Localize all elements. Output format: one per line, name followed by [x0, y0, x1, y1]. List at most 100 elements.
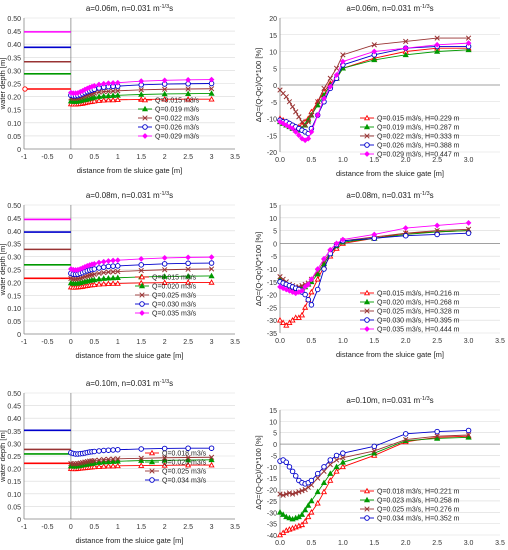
marker-stroke [105, 269, 112, 275]
marker-stroke [185, 86, 191, 92]
data-point [465, 220, 472, 226]
y-tick-label: -30 [267, 318, 277, 325]
marker-stroke [280, 90, 286, 97]
data-point [114, 274, 121, 281]
series-2 [67, 90, 215, 104]
data-point [314, 112, 321, 119]
y-tick-label: 0.25 [7, 268, 21, 275]
marker-stroke [105, 456, 112, 462]
data-point [105, 88, 112, 95]
data-point [114, 92, 121, 98]
marker-stroke [333, 65, 340, 71]
x-tick-label: 3.5 [230, 339, 240, 346]
title-main: a=0.10m, n=0.031 m [346, 396, 420, 405]
data-point [327, 75, 333, 81]
data-point [100, 258, 107, 265]
x-tick-label: 1.5 [369, 338, 379, 345]
legend-label: Q=0.030 m3/s, H=0.395 m [377, 318, 460, 325]
x-tick-label: -1 [21, 154, 27, 161]
marker-stroke [434, 35, 440, 41]
data-point [315, 475, 321, 481]
gate-marker [22, 86, 28, 92]
marker-stroke [305, 484, 311, 490]
data-point [138, 256, 145, 262]
x-tick-label: 0 [69, 154, 73, 161]
x-axis-label: distance from the sluice gate [m] [76, 536, 184, 545]
data-point [280, 319, 287, 326]
y-tick-label: 0.20 [7, 95, 21, 102]
data-point [314, 499, 321, 506]
y-tick-label: 0.05 [7, 504, 21, 511]
chart-panel-5: 0 0.05 0.10 0.15 0.20 0.25 0.30 0.35 0.40 0.45 0.5… [0, 379, 240, 545]
data-point [162, 86, 168, 92]
data-point [308, 112, 315, 118]
marker-stroke [91, 90, 97, 96]
series-2 [67, 456, 215, 469]
data-point [138, 78, 145, 85]
data-point [314, 266, 321, 272]
y-tick-label: -30 [267, 510, 277, 517]
data-point [96, 89, 102, 95]
data-point [91, 94, 98, 100]
legend-label: Q=0.023 m3/s, H=0.258 m [377, 498, 460, 505]
data-point [295, 132, 302, 139]
x-tick-label: 0.5 [89, 339, 99, 346]
x-tick-label: 0.5 [89, 524, 99, 531]
data-point [434, 433, 440, 439]
series-3 [68, 266, 215, 282]
marker-stroke [296, 489, 302, 495]
marker-stroke [138, 87, 144, 93]
y-tick-label: 0.20 [7, 467, 21, 474]
data-point [114, 462, 121, 469]
data-point [327, 470, 334, 476]
x-tick-label: 2.5 [432, 338, 442, 345]
x-tick-label: 2.0 [401, 157, 411, 164]
data-point [161, 462, 168, 468]
data-point [402, 431, 409, 437]
y-tick-label: 0.20 [7, 280, 21, 287]
y-tick-label: 0.50 [7, 391, 21, 398]
data-point [110, 456, 116, 462]
data-point [110, 274, 117, 281]
data-point [96, 457, 102, 463]
marker-stroke [101, 456, 107, 463]
legend-marker [149, 477, 155, 483]
data-point [162, 455, 168, 461]
y-tick-label: -25 [267, 305, 277, 312]
x-tick-label: 0.5 [89, 154, 99, 161]
marker-stroke [302, 486, 308, 493]
data-point [314, 470, 321, 477]
y-tick-label: 0.45 [7, 29, 21, 36]
legend-label: Q=0.015 m3/s, H=0.229 m [377, 116, 460, 123]
data-point [185, 95, 192, 102]
y-tick-label: -20 [267, 488, 277, 495]
legend-label: Q=0.034 m3/s [162, 478, 207, 485]
data-point [333, 452, 340, 459]
data-point [276, 316, 284, 323]
data-point [434, 227, 440, 234]
data-point [298, 311, 306, 318]
marker-stroke [327, 461, 333, 468]
marker-stroke [149, 468, 155, 474]
data-point [286, 319, 293, 326]
data-point [110, 257, 116, 264]
data-point [434, 35, 440, 41]
y-tick-label: 5 [273, 66, 277, 73]
data-point [105, 269, 112, 275]
y-tick-label: 5 [273, 431, 277, 438]
data-point [298, 511, 306, 517]
legend-label: Q=0.020 m3/s, H=0.268 m [377, 300, 460, 307]
x-tick-label: -1 [21, 339, 27, 346]
marker-stroke [465, 35, 472, 41]
data-point [185, 445, 191, 451]
chart-panel-6: -40 -35 -30 -25 -20 -15 -10 -5 0 5 10 15 0.0 0.5 1.0 1.… [254, 396, 505, 547]
data-point [114, 79, 121, 86]
data-point [161, 90, 168, 97]
x-tick-label: 3.5 [230, 154, 240, 161]
marker-stroke [70, 276, 76, 282]
legend-marker [364, 133, 370, 139]
chart-title: a=0.10m, n=0.031 m-1/3s [346, 396, 433, 405]
data-point [208, 254, 215, 260]
marker-stroke [299, 488, 305, 494]
data-point [286, 99, 293, 105]
